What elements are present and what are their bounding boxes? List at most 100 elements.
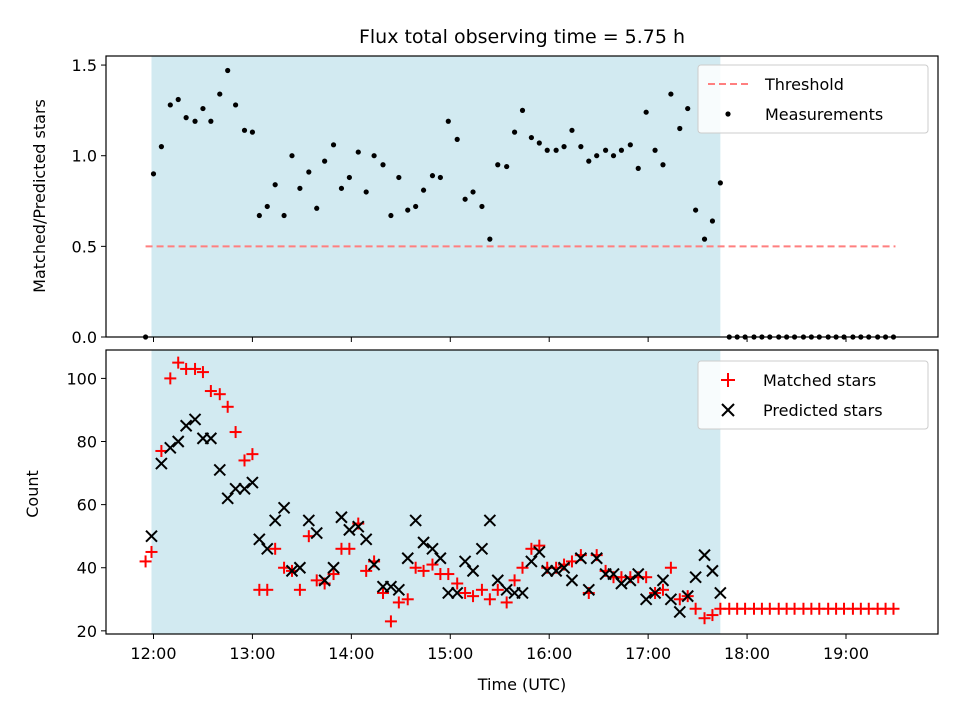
matched-stars-point xyxy=(887,602,900,615)
matched-stars-point xyxy=(238,454,251,467)
predicted-stars-point xyxy=(318,574,331,587)
matched-stars-point xyxy=(145,545,158,558)
count-observing-span xyxy=(151,350,721,634)
ratio-legend: Threshold Measurements xyxy=(697,64,929,134)
matched-stars-point xyxy=(343,542,356,555)
predicted-stars-point xyxy=(689,570,702,584)
measurements-point xyxy=(511,129,518,135)
measurements-point xyxy=(578,144,584,150)
predicted-stars-point xyxy=(525,555,538,568)
measurements-point xyxy=(594,153,600,159)
matched-stars-point xyxy=(483,593,496,606)
measurements-point xyxy=(528,134,534,141)
measurements-point xyxy=(668,91,674,97)
ratio-axes-frame xyxy=(105,55,939,338)
matched-stars-point xyxy=(698,612,711,625)
count-y-tick-label: 40 xyxy=(77,559,97,578)
predicted-stars-point xyxy=(582,583,595,597)
matched-stars-point xyxy=(516,561,529,574)
predicted-stars-point xyxy=(714,586,727,600)
measurements-point xyxy=(338,185,345,191)
matched-stars-point xyxy=(360,564,373,577)
predicted-stars-point xyxy=(557,561,571,574)
measurements-point xyxy=(355,149,361,155)
predicted-stars-point xyxy=(434,552,447,565)
predicted-stars-point xyxy=(426,542,439,556)
measurements-point xyxy=(445,118,451,124)
matched-stars-point xyxy=(155,444,168,457)
legend-matched-swatch xyxy=(721,373,735,387)
legend-threshold-label: Threshold xyxy=(764,75,844,94)
predicted-stars-point xyxy=(533,545,546,559)
predicted-stars-point xyxy=(392,583,406,597)
matched-stars-point xyxy=(377,586,390,599)
measurements-point xyxy=(208,118,214,124)
measurements-point xyxy=(405,207,411,213)
matched-stars-point xyxy=(401,593,414,606)
x-axis-label: Time (UTC) xyxy=(477,675,566,694)
matched-stars-point xyxy=(327,568,340,581)
predicted-stars-point xyxy=(624,574,637,587)
x-tick-label: 14:00 xyxy=(328,644,374,663)
measurements-point xyxy=(709,218,716,224)
predicted-stars-point xyxy=(164,441,177,455)
measurements-point xyxy=(200,105,206,112)
ratio-y-tick-label: 1.0 xyxy=(72,147,97,166)
predicted-stars-point xyxy=(590,552,603,565)
predicted-stars-point xyxy=(656,574,670,587)
measurements-point xyxy=(289,153,295,159)
predicted-stars-point xyxy=(302,514,316,527)
measurements-point xyxy=(610,153,617,159)
chart-title: Flux total observing time = 5.75 h xyxy=(359,26,685,48)
measurements-point xyxy=(217,91,223,97)
measurements-point xyxy=(677,125,683,132)
measurements-point xyxy=(363,189,369,195)
ratio-legend-box xyxy=(697,64,929,134)
measurements-point xyxy=(225,67,231,74)
measurements-point xyxy=(249,129,256,135)
predicted-stars-point xyxy=(367,558,381,571)
predicted-stars-point xyxy=(401,552,414,565)
matched-stars-point xyxy=(706,609,719,622)
measurements-point xyxy=(544,147,550,153)
predicted-stars-point xyxy=(261,542,274,556)
measurements-point xyxy=(330,142,337,148)
predicted-stars-point xyxy=(409,514,422,527)
count-y-tick-label: 20 xyxy=(77,622,97,641)
matched-stars-point xyxy=(451,577,464,590)
predicted-stars-point xyxy=(574,552,588,565)
measurements-point xyxy=(183,115,189,121)
measurements-point xyxy=(569,127,575,133)
count-axes-frame xyxy=(105,349,939,635)
matched-stars-point xyxy=(213,388,226,401)
x-tick-label: 18:00 xyxy=(724,644,770,663)
legend-predicted-swatch xyxy=(721,403,735,417)
measurements-point xyxy=(479,203,485,210)
matched-stars-point xyxy=(310,574,323,587)
predicted-stars-point xyxy=(458,555,472,568)
predicted-stars-point xyxy=(483,514,497,527)
matched-stars-point xyxy=(229,426,242,439)
matched-stars-point xyxy=(459,586,472,599)
measurements-point xyxy=(380,162,386,168)
predicted-stars-point xyxy=(450,586,464,600)
predicted-stars-point xyxy=(359,533,373,546)
x-tick-label: 19:00 xyxy=(823,644,869,663)
predicted-stars-point xyxy=(549,564,563,578)
predicted-stars-point xyxy=(327,561,340,574)
predicted-stars-point xyxy=(681,589,694,603)
x-tick-label: 16:00 xyxy=(526,644,572,663)
matched-stars-point xyxy=(261,583,274,596)
measurements-point xyxy=(495,162,501,168)
matched-stars-point xyxy=(689,602,702,615)
matched-stars-point xyxy=(293,583,306,596)
matched-stars-point xyxy=(664,561,677,574)
measurements-point xyxy=(652,147,658,153)
measurements-point xyxy=(175,96,181,103)
measurements-point xyxy=(297,185,303,191)
predicted-stars-point xyxy=(155,457,168,470)
measurements-point xyxy=(561,144,567,150)
matched-stars-point xyxy=(475,583,488,596)
predicted-stars-point xyxy=(648,586,662,600)
predicted-stars-point xyxy=(632,567,645,581)
